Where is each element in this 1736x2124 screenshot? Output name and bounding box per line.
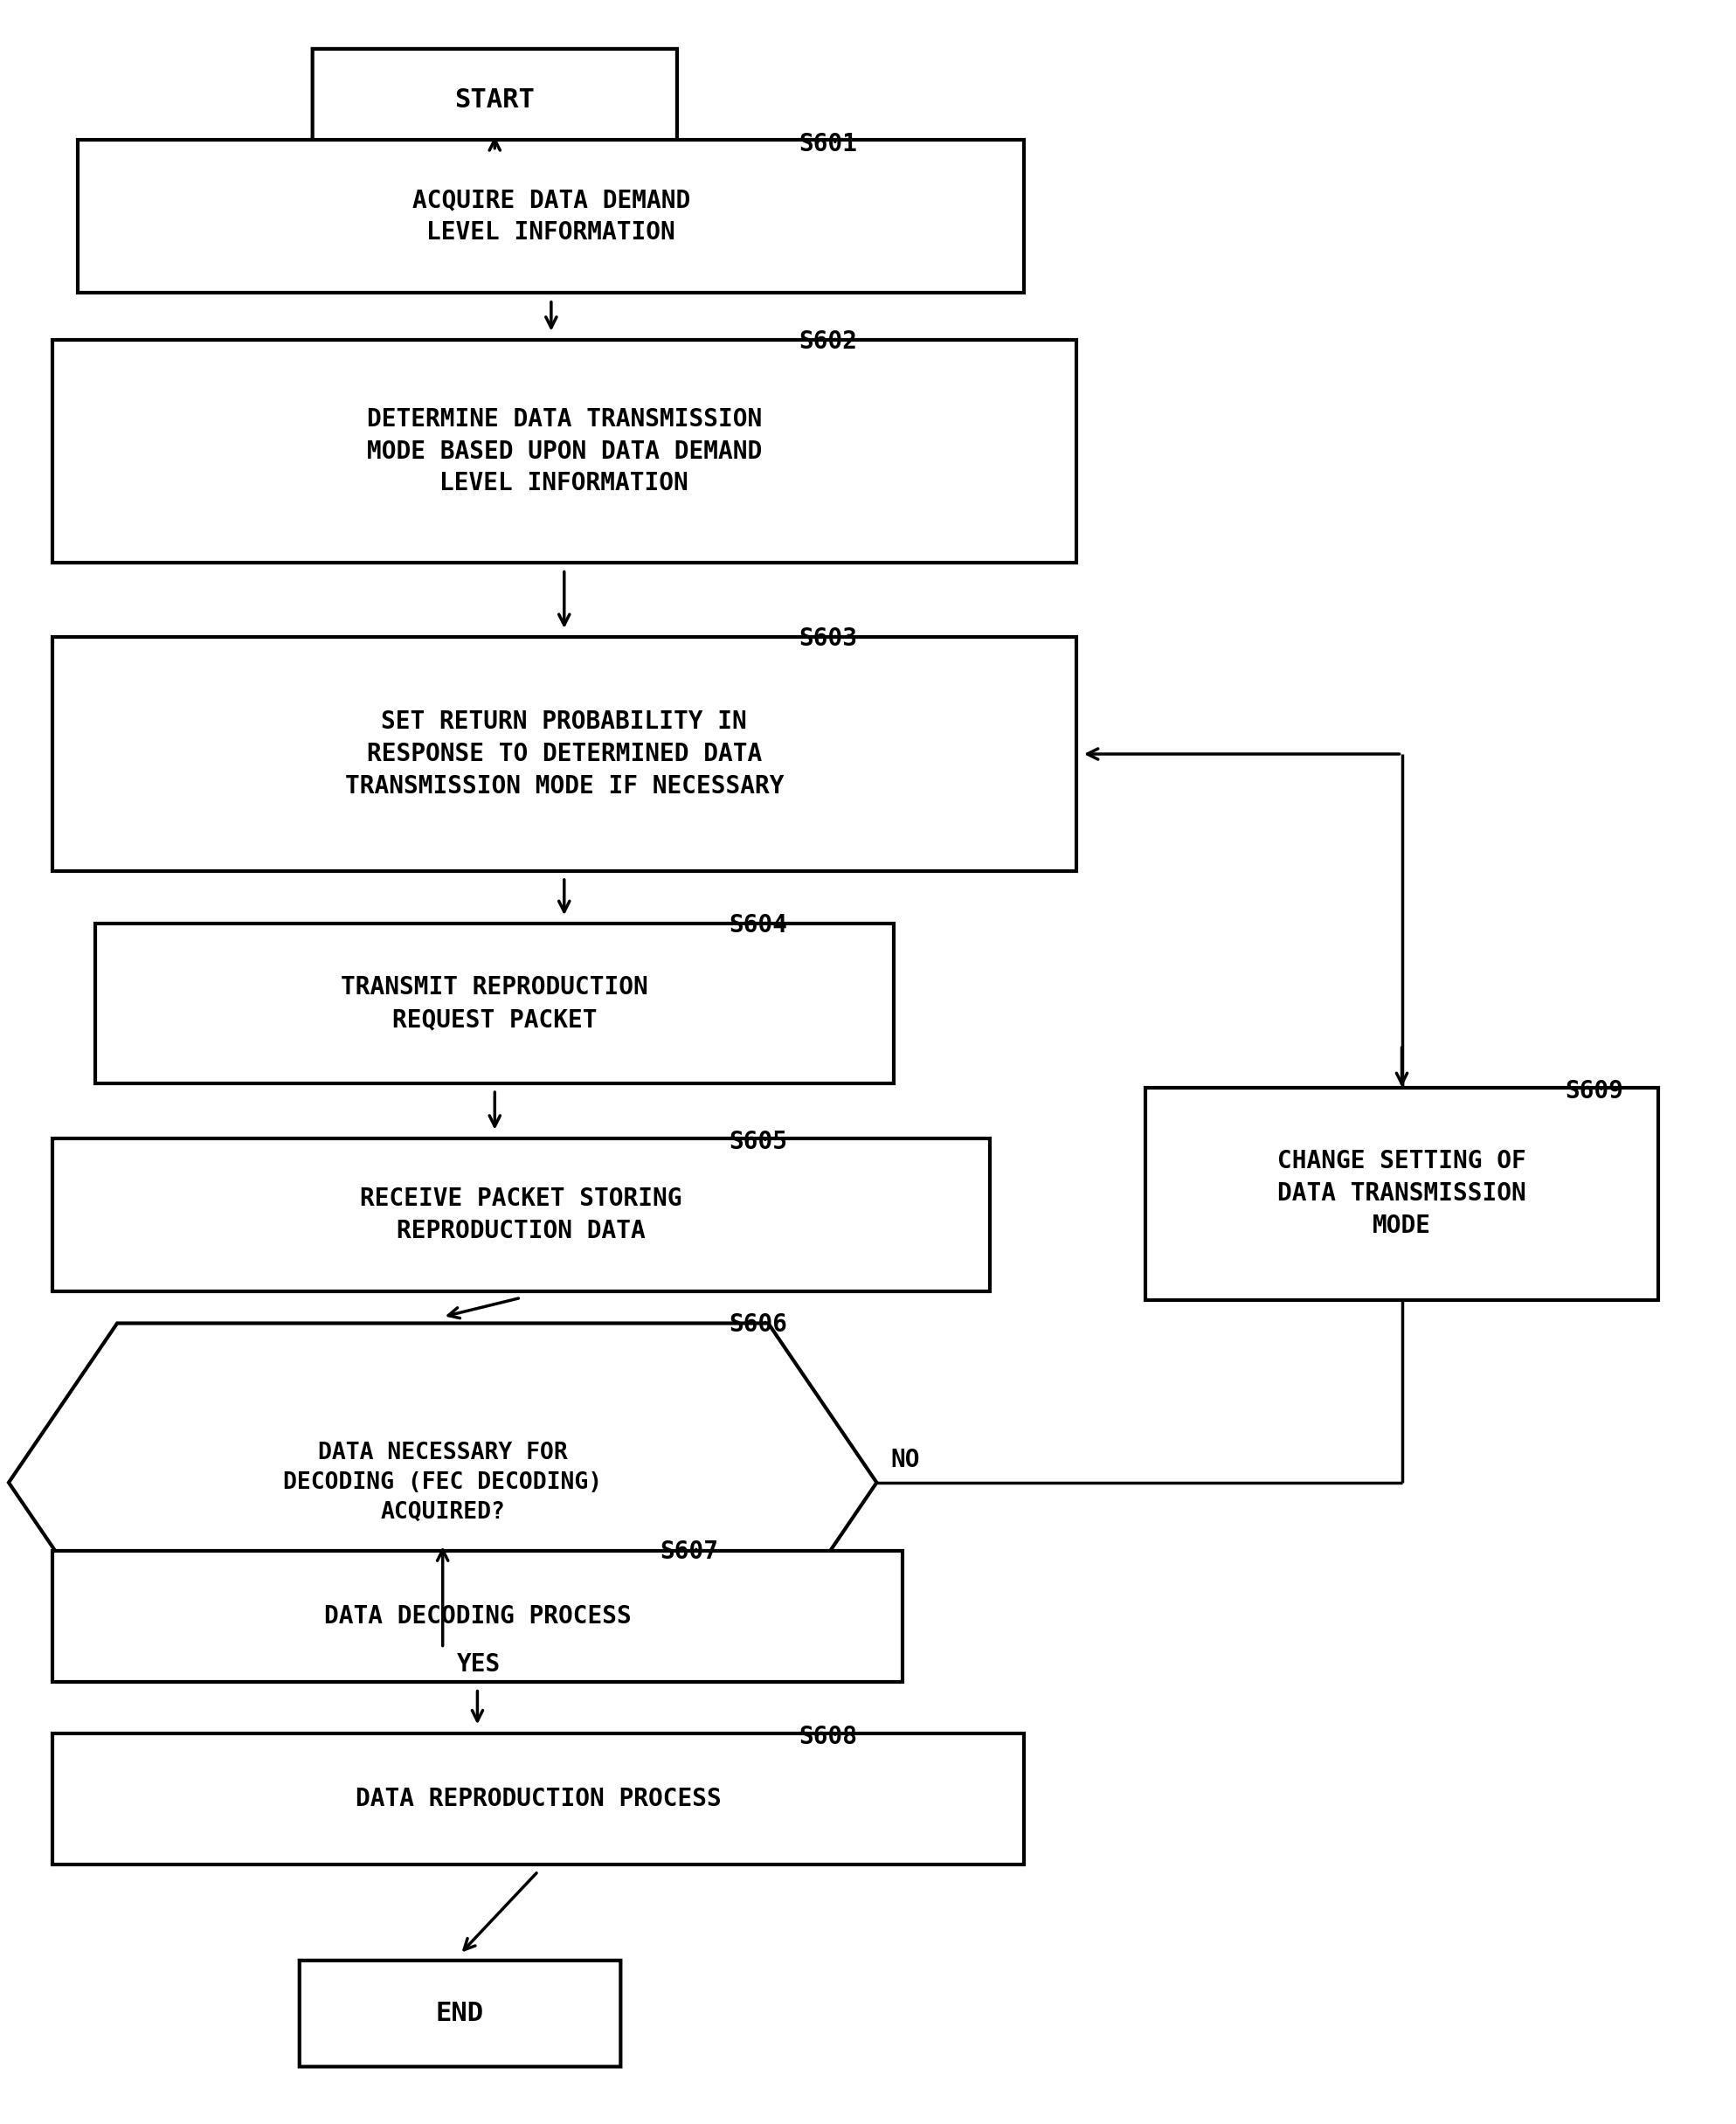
Text: ACQUIRE DATA DEMAND
LEVEL INFORMATION: ACQUIRE DATA DEMAND LEVEL INFORMATION: [411, 189, 691, 244]
Bar: [52, 1551, 903, 1682]
Text: SET RETURN PROBABILITY IN
RESPONSE TO DETERMINED DATA
TRANSMISSION MODE IF NECES: SET RETURN PROBABILITY IN RESPONSE TO DE…: [345, 709, 783, 799]
Polygon shape: [9, 1323, 877, 1642]
Text: S605: S605: [729, 1130, 788, 1155]
Text: S606: S606: [729, 1313, 788, 1338]
Text: NO: NO: [891, 1446, 920, 1472]
Text: YES: YES: [457, 1652, 500, 1678]
Text: TRANSMIT REPRODUCTION
REQUEST PACKET: TRANSMIT REPRODUCTION REQUEST PACKET: [340, 975, 649, 1032]
Bar: [95, 924, 894, 1083]
Text: S602: S602: [799, 329, 858, 355]
Bar: [78, 140, 1024, 293]
Text: S604: S604: [729, 913, 788, 939]
Bar: [52, 637, 1076, 871]
Text: S607: S607: [660, 1540, 719, 1565]
Text: RECEIVE PACKET STORING
REPRODUCTION DATA: RECEIVE PACKET STORING REPRODUCTION DATA: [359, 1187, 682, 1243]
Text: DATA DECODING PROCESS: DATA DECODING PROCESS: [323, 1604, 632, 1629]
FancyBboxPatch shape: [312, 49, 677, 151]
Bar: [1146, 1087, 1658, 1300]
Text: S603: S603: [799, 627, 858, 652]
Bar: [52, 1733, 1024, 1865]
Text: S608: S608: [799, 1725, 858, 1750]
Bar: [52, 340, 1076, 563]
Text: CHANGE SETTING OF
DATA TRANSMISSION
MODE: CHANGE SETTING OF DATA TRANSMISSION MODE: [1278, 1149, 1526, 1238]
Text: END: END: [436, 2001, 484, 2026]
Text: DATA REPRODUCTION PROCESS: DATA REPRODUCTION PROCESS: [356, 1786, 720, 1812]
Text: S601: S601: [799, 132, 858, 157]
Bar: [52, 1138, 990, 1291]
FancyBboxPatch shape: [300, 1960, 621, 2067]
Text: S609: S609: [1564, 1079, 1623, 1104]
Text: DATA NECESSARY FOR
DECODING (FEC DECODING)
ACQUIRED?: DATA NECESSARY FOR DECODING (FEC DECODIN…: [283, 1442, 602, 1523]
Text: START: START: [455, 87, 535, 113]
Text: DETERMINE DATA TRANSMISSION
MODE BASED UPON DATA DEMAND
LEVEL INFORMATION: DETERMINE DATA TRANSMISSION MODE BASED U…: [366, 408, 762, 495]
